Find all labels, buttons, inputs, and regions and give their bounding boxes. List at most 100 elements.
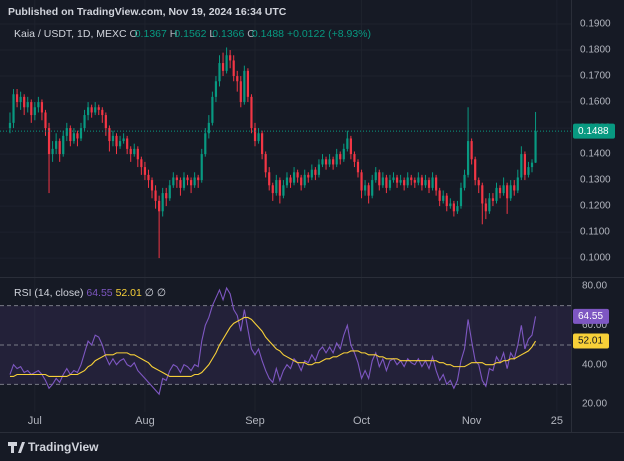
candle-body [527,167,530,175]
y-tick-label: 20.00 [582,399,607,410]
candle-body [179,180,182,188]
candle-body [363,185,367,191]
rsi-line [9,286,537,396]
y-tick-label: 0.1600 [580,97,611,108]
candle-body [435,177,438,191]
candle-body [246,70,250,97]
candle-body [474,159,477,181]
x-tick-label: 25 [551,415,563,427]
legend-value: 0.1367 [135,28,167,40]
candle-body [12,94,15,123]
logo-mark [8,442,25,453]
candle-body [477,180,480,186]
candle-body [218,63,221,82]
candle-body [403,180,406,186]
candle-body [481,185,484,204]
candle-body [285,177,289,186]
published-header: Published on TradingView.com, Nov 19, 20… [8,6,287,18]
candle-body [520,154,523,178]
y-tick-label: 0.1400 [580,149,611,160]
rsi-extra: ∅ ∅ [145,287,166,299]
candle-body [257,133,260,142]
candle-body [94,107,97,113]
candle-body [328,159,331,165]
y-tick-label: 0.1200 [580,201,611,212]
candle-body [420,177,424,186]
candle-body [69,128,72,142]
candle-body [491,198,495,201]
candle-body [104,115,107,129]
y-tick-label: 0.1900 [580,19,611,30]
candle-body [26,102,29,108]
candle-body [133,148,136,155]
candle-body [495,187,498,201]
candle-body [55,141,58,149]
candle-body [406,177,409,186]
candle-body [175,177,178,181]
rsi-band [0,305,571,385]
candle-body [79,128,83,139]
candle-body [342,148,345,160]
candle-body [136,148,139,160]
candle-body [76,133,79,139]
candle-body [221,63,225,71]
candle-body [129,148,132,155]
candle-body [332,159,335,165]
last-price-box [573,123,615,139]
candle-body [37,102,40,108]
candle-body [23,96,26,108]
candle-body [19,96,22,103]
candle-body [189,180,193,186]
candle-body [374,172,377,181]
candle-body [225,55,228,71]
candle-body [509,185,512,199]
x-tick-label: Oct [353,415,370,427]
candle-body [15,94,19,103]
candle-body [261,133,264,155]
candle-body [72,133,75,142]
y-tick-label: 0.1800 [580,45,611,56]
candle-body [321,159,324,165]
rsi-value-label: 64.55 [578,311,603,322]
rsi-value-box [573,308,609,324]
candle-body [399,180,402,183]
legend-change: +0.0122 (+8.93%) [287,28,371,40]
legend-key: L [209,28,215,40]
candle-body [204,133,207,155]
rsi-line [9,316,537,378]
marks [0,47,571,396]
candle-body [310,169,313,178]
candle-body [126,138,129,149]
candle-body [378,172,381,186]
candle-body [339,154,342,160]
candle-body [278,180,281,196]
candle-body [360,172,363,191]
candle-body [118,141,122,147]
legend-key: C [247,28,255,40]
x-tick-label: Aug [135,415,155,427]
candle-body [371,180,374,196]
candle-body [214,81,218,97]
candle-body [452,203,455,212]
candle-body [211,96,214,123]
candle-body [470,141,473,160]
candle-body [445,195,448,207]
candle-body [424,180,427,186]
candle-body [466,141,470,175]
rsi-value-box [573,333,609,349]
grid [0,305,571,385]
candle-body [438,190,441,201]
candle-body [150,180,154,191]
candle-body [268,172,271,186]
candle-body [197,177,200,181]
y-tick-label: 60.00 [582,320,607,331]
candle-body [243,70,246,103]
candle-body [30,102,33,116]
candle-body [271,185,274,194]
candle-body [395,177,399,183]
candle-body [324,159,328,165]
candle-body [154,190,157,201]
candle-body [289,177,292,183]
candle-body [165,193,168,199]
